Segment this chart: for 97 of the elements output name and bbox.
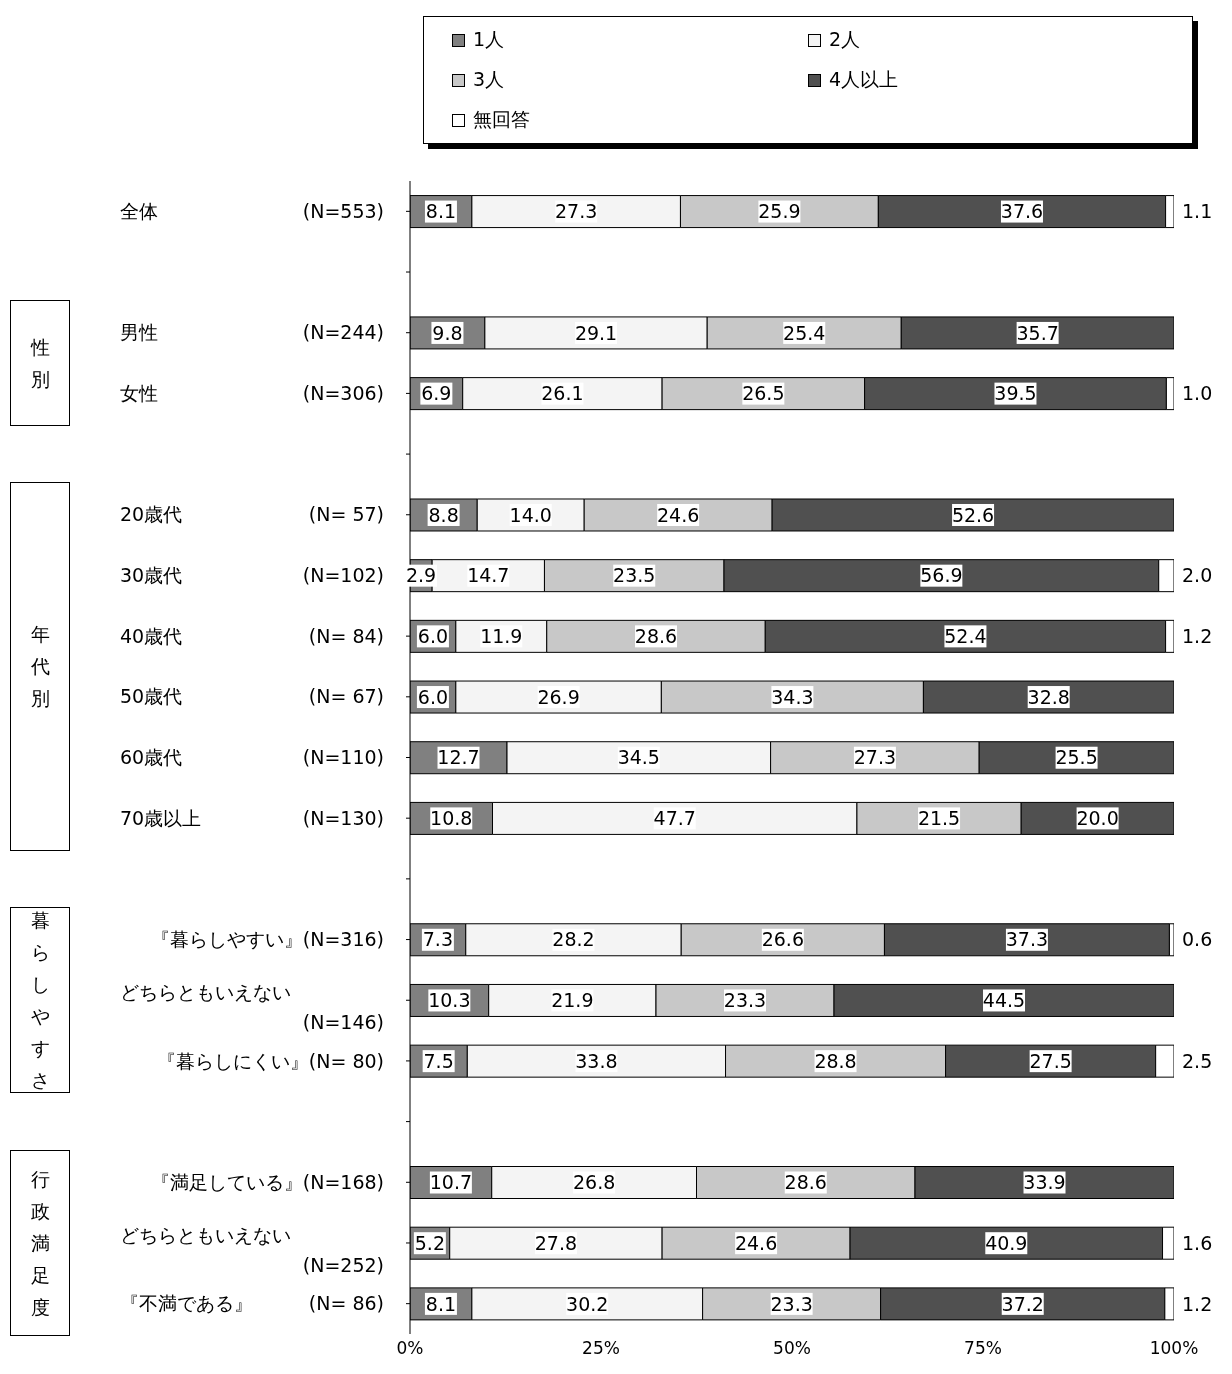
data-label: 25.4 — [783, 321, 826, 344]
data-label: 9.8 — [432, 321, 463, 344]
legend-label: 無回答 — [473, 107, 530, 132]
x-tick-label: 25% — [582, 1338, 620, 1359]
data-label: 7.3 — [422, 928, 453, 951]
data-label: 26.5 — [742, 382, 785, 405]
data-label: 26.9 — [537, 685, 580, 708]
data-label: 35.7 — [1016, 321, 1059, 344]
data-label: 28.2 — [552, 928, 595, 951]
data-label: 25.5 — [1055, 746, 1098, 769]
data-label: 8.1 — [425, 1292, 457, 1315]
category-label: 男性 (N=244) — [120, 321, 384, 344]
data-label: 56.9 — [920, 564, 963, 587]
data-label: 44.5 — [982, 989, 1026, 1012]
data-label: 8.1 — [425, 200, 457, 223]
data-label: 23.5 — [613, 564, 656, 587]
data-label: 32.8 — [1027, 685, 1070, 708]
data-label: 47.7 — [653, 807, 696, 830]
legend-label: 4人以上 — [829, 67, 899, 92]
category-label: 70歳以上 (N=130) — [120, 806, 384, 829]
category-label: 40歳代 (N= 84) — [120, 624, 384, 647]
data-label: 11.9 — [480, 625, 523, 647]
data-label: 26.1 — [541, 382, 584, 405]
data-label: 21.5 — [917, 807, 961, 830]
data-label: 21.9 — [551, 989, 594, 1012]
legend-label: 1人 — [473, 27, 505, 52]
data-label: 10.8 — [430, 807, 473, 830]
data-label: 28.8 — [814, 1049, 857, 1072]
data-label: 52.4 — [944, 625, 987, 647]
data-label: 27.3 — [853, 746, 897, 769]
data-label: 23.3 — [770, 1292, 813, 1315]
data-label: 27.5 — [1029, 1049, 1072, 1072]
category-label: 『不満である』 (N= 86) — [120, 1292, 384, 1315]
data-label: 37.3 — [1005, 928, 1049, 951]
data-label: 26.8 — [572, 1171, 616, 1194]
data-label: 28.6 — [784, 1171, 827, 1194]
category-label: 女性 (N=306) — [120, 382, 384, 405]
data-label: 34.3 — [771, 685, 814, 708]
data-label: 24.6 — [734, 1231, 778, 1254]
text: 暮らしやすさ — [30, 909, 50, 1092]
data-label: 1.1 — [1182, 200, 1213, 223]
x-tick-label: 100% — [1149, 1338, 1199, 1359]
data-label: 20.0 — [1076, 807, 1119, 830]
data-label: 30.2 — [566, 1292, 609, 1315]
data-label: 14.0 — [509, 503, 552, 526]
y-tick-label: 『暮らしにくい』(N= 80) — [156, 1049, 384, 1072]
data-label: 1.6 — [1182, 1231, 1213, 1254]
data-label: 8.8 — [428, 503, 459, 526]
data-label: 33.8 — [575, 1049, 618, 1072]
data-label: 37.2 — [1001, 1292, 1044, 1315]
data-label: 24.6 — [657, 503, 700, 526]
data-label: 6.9 — [421, 382, 452, 405]
data-label: 28.6 — [634, 625, 678, 647]
data-label: 26.6 — [761, 928, 804, 951]
data-label: 12.7 — [437, 746, 480, 769]
data-label: 37.6 — [1000, 200, 1044, 223]
data-label: 1.0 — [1182, 382, 1213, 405]
data-label: 1.2 — [1182, 1292, 1213, 1315]
category-label: 30歳代 (N=102) — [120, 564, 384, 587]
x-tick-label: 50% — [773, 1338, 811, 1359]
data-label: 2.0 — [1182, 564, 1213, 587]
data-label: 10.3 — [428, 989, 471, 1012]
y-tick-label: 『暮らしやすい』(N=316) — [150, 928, 384, 951]
y-tick-label: 『満足している』(N=168) — [150, 1170, 384, 1193]
y-tick-label: どちらともいえない (N=146) — [120, 980, 384, 1033]
data-label: 39.5 — [994, 382, 1037, 405]
data-label: 25.9 — [758, 200, 801, 223]
data-label: 2.5 — [1182, 1049, 1213, 1072]
data-label: 33.9 — [1023, 1171, 1066, 1194]
y-tick-label: どちらともいえない (N=252) — [120, 1223, 384, 1276]
data-label: 2.9 — [405, 564, 437, 587]
data-label: 52.6 — [951, 503, 995, 526]
data-label: 0.6 — [1182, 928, 1213, 951]
data-label: 40.9 — [985, 1231, 1028, 1254]
data-label: 14.7 — [467, 564, 510, 587]
data-label: 10.7 — [429, 1171, 473, 1194]
data-label: 7.5 — [423, 1049, 454, 1072]
x-tick-label: 75% — [964, 1338, 1002, 1359]
category-label: 全体 (N=553) — [120, 199, 384, 222]
category-label: 60歳代 (N=110) — [120, 746, 384, 769]
text: 行政満足度 — [30, 1167, 50, 1318]
x-tick-label: 0% — [396, 1338, 424, 1359]
data-label: 6.0 — [417, 685, 449, 708]
data-label: 6.0 — [417, 625, 449, 647]
category-label: 50歳代 (N= 67) — [120, 685, 384, 708]
data-label: 34.5 — [617, 746, 660, 769]
data-label: 29.1 — [574, 321, 618, 344]
data-label: 5.2 — [414, 1231, 445, 1254]
legend-label: 3人 — [473, 67, 505, 92]
text: 性別 — [30, 336, 50, 391]
category-label: 20歳代 (N= 57) — [120, 503, 384, 526]
data-label: 27.8 — [534, 1231, 578, 1254]
data-label: 27.3 — [555, 200, 598, 223]
legend-label: 2人 — [829, 27, 861, 52]
data-label: 1.2 — [1182, 625, 1213, 647]
data-label: 23.3 — [723, 989, 767, 1012]
text: 年代別 — [30, 623, 50, 710]
